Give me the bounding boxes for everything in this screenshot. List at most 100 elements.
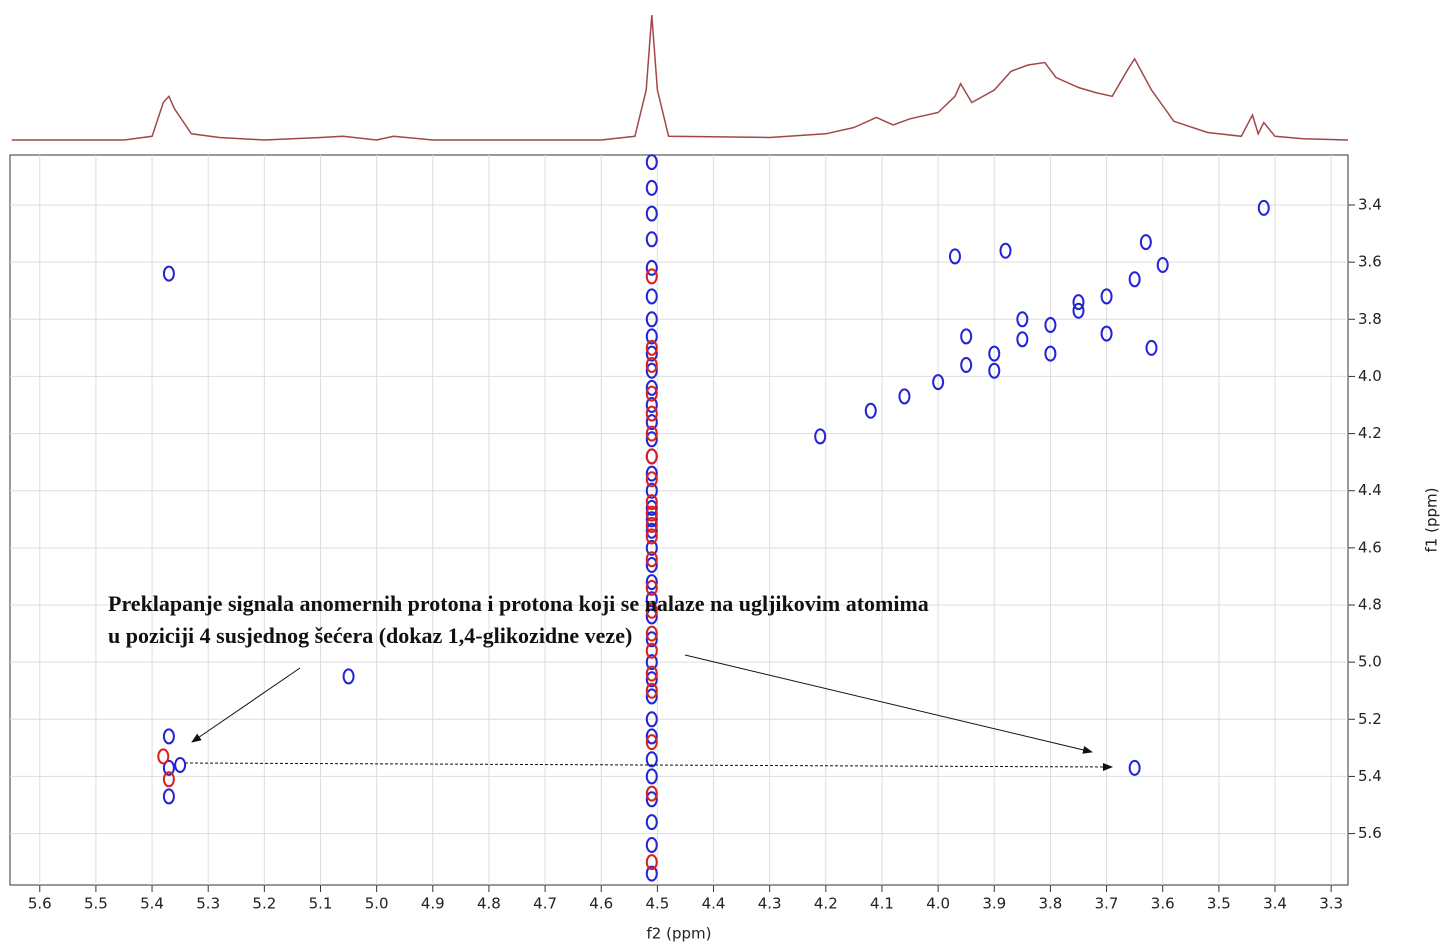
- grid: [10, 155, 1348, 885]
- contour-peak: [162, 771, 175, 788]
- contour-peak: [645, 205, 658, 222]
- contour-peak: [645, 499, 658, 516]
- x-tick-label: 5.3: [196, 895, 220, 913]
- contour-peak: [645, 259, 658, 276]
- contour-peak: [645, 379, 658, 396]
- contour-peak: [645, 311, 658, 328]
- y-tick-label: 4.6: [1358, 538, 1382, 556]
- x-tick-label: 4.3: [758, 895, 782, 913]
- contour-peak: [645, 522, 658, 539]
- x-tick-label: 4.1: [870, 895, 894, 913]
- contour-peak: [960, 328, 973, 345]
- contour-peak: [645, 339, 658, 356]
- contour-peak: [960, 357, 973, 373]
- y-axis-title: f1 (ppm): [1423, 488, 1441, 553]
- y-tick-label: 4.2: [1358, 424, 1382, 442]
- y-tick-label: 3.8: [1358, 310, 1382, 328]
- contour-peak: [645, 854, 658, 871]
- contour-peak: [1072, 294, 1085, 311]
- contour-peak: [645, 602, 658, 619]
- x-tick-label: 5.6: [28, 895, 52, 913]
- y-tick-label: 3.4: [1358, 196, 1382, 214]
- contour-peak: [645, 551, 658, 568]
- contour-peak: [1100, 325, 1113, 342]
- contour-peak: [342, 668, 355, 685]
- contour-peak: [645, 642, 658, 659]
- contour-peak: [645, 688, 658, 705]
- contour-peak: [645, 494, 658, 511]
- contour-peak: [645, 288, 658, 305]
- contour-peak: [645, 791, 658, 808]
- x-tick-label: 4.0: [926, 895, 950, 913]
- y-tick-label: 4.8: [1358, 596, 1382, 614]
- contour-peak: [645, 837, 658, 853]
- contour-peak: [645, 482, 658, 499]
- x-tick-label: 3.8: [1038, 895, 1062, 913]
- contour-peak: [645, 574, 658, 591]
- contour-peak: [645, 268, 658, 285]
- y-tick-label: 4.0: [1358, 367, 1382, 385]
- marks: [11, 14, 1349, 882]
- x-tick-label: 3.6: [1151, 895, 1175, 913]
- contour-peak: [645, 511, 658, 528]
- contour-peak: [1044, 317, 1057, 333]
- contour-peak: [1156, 257, 1169, 273]
- contour-peak: [645, 528, 658, 545]
- contour-peak: [1257, 199, 1270, 216]
- annotation: u poziciji 4 susjednog šećera (dokaz 1,4…: [108, 623, 632, 648]
- contour-peak: [162, 788, 175, 805]
- contour-peak: [1100, 288, 1113, 305]
- contour-peak: [645, 328, 658, 345]
- x-tick-label: 3.9: [982, 895, 1006, 913]
- contour-peak: [174, 757, 187, 773]
- contour-peak: [645, 671, 658, 688]
- dotted-arrow: [184, 762, 1113, 771]
- contour-peak: [645, 362, 658, 379]
- contour-peak: [645, 414, 658, 431]
- contour-peak: [645, 865, 658, 882]
- x-tick-label: 3.4: [1263, 895, 1287, 913]
- x-tick-label: 4.7: [533, 895, 557, 913]
- x-tick-label: 4.9: [421, 895, 445, 913]
- contour-peak: [814, 428, 827, 445]
- contour-peak: [645, 579, 658, 596]
- y-tick-label: 3.6: [1358, 253, 1382, 271]
- contour-peak: [162, 759, 175, 776]
- contour-peak: [645, 539, 658, 556]
- contour-peak: [645, 505, 658, 522]
- contour-peak: [645, 631, 658, 648]
- x-tick-label: 3.3: [1319, 895, 1343, 913]
- contour-peak: [645, 231, 658, 248]
- contour-peak: [645, 448, 658, 465]
- contour-peak: [988, 362, 1001, 379]
- arrow: [191, 667, 301, 743]
- x-tick-label: 4.8: [477, 895, 501, 913]
- contour-peak: [1072, 302, 1085, 319]
- x-axis-title: f2 (ppm): [647, 925, 712, 943]
- contour-peak: [1016, 311, 1029, 328]
- x-tick-label: 5.4: [140, 895, 164, 913]
- contour-peak: [645, 625, 658, 642]
- contour-peak: [645, 465, 658, 482]
- arrow: [684, 654, 1093, 754]
- x-tick-label: 5.0: [365, 895, 389, 913]
- contour-peak: [645, 431, 658, 448]
- contour-peak: [157, 748, 170, 765]
- contour-peak: [1016, 331, 1029, 348]
- contour-peak: [645, 385, 658, 402]
- contour-peak: [645, 591, 658, 608]
- x-tick-label: 5.2: [252, 895, 276, 913]
- contour-peak: [645, 471, 658, 488]
- contour-peak: [645, 734, 658, 751]
- contour-peak: [645, 345, 658, 362]
- contour-peak: [645, 154, 658, 171]
- spectrum-line: [11, 14, 1349, 141]
- x-tick-label: 4.6: [589, 895, 613, 913]
- x-tick-label: 4.2: [814, 895, 838, 913]
- x-tick-label: 4.5: [645, 895, 669, 913]
- plot-frame: [9, 154, 1349, 886]
- contour-peak: [162, 265, 175, 282]
- y-tick-label: 5.0: [1358, 653, 1382, 671]
